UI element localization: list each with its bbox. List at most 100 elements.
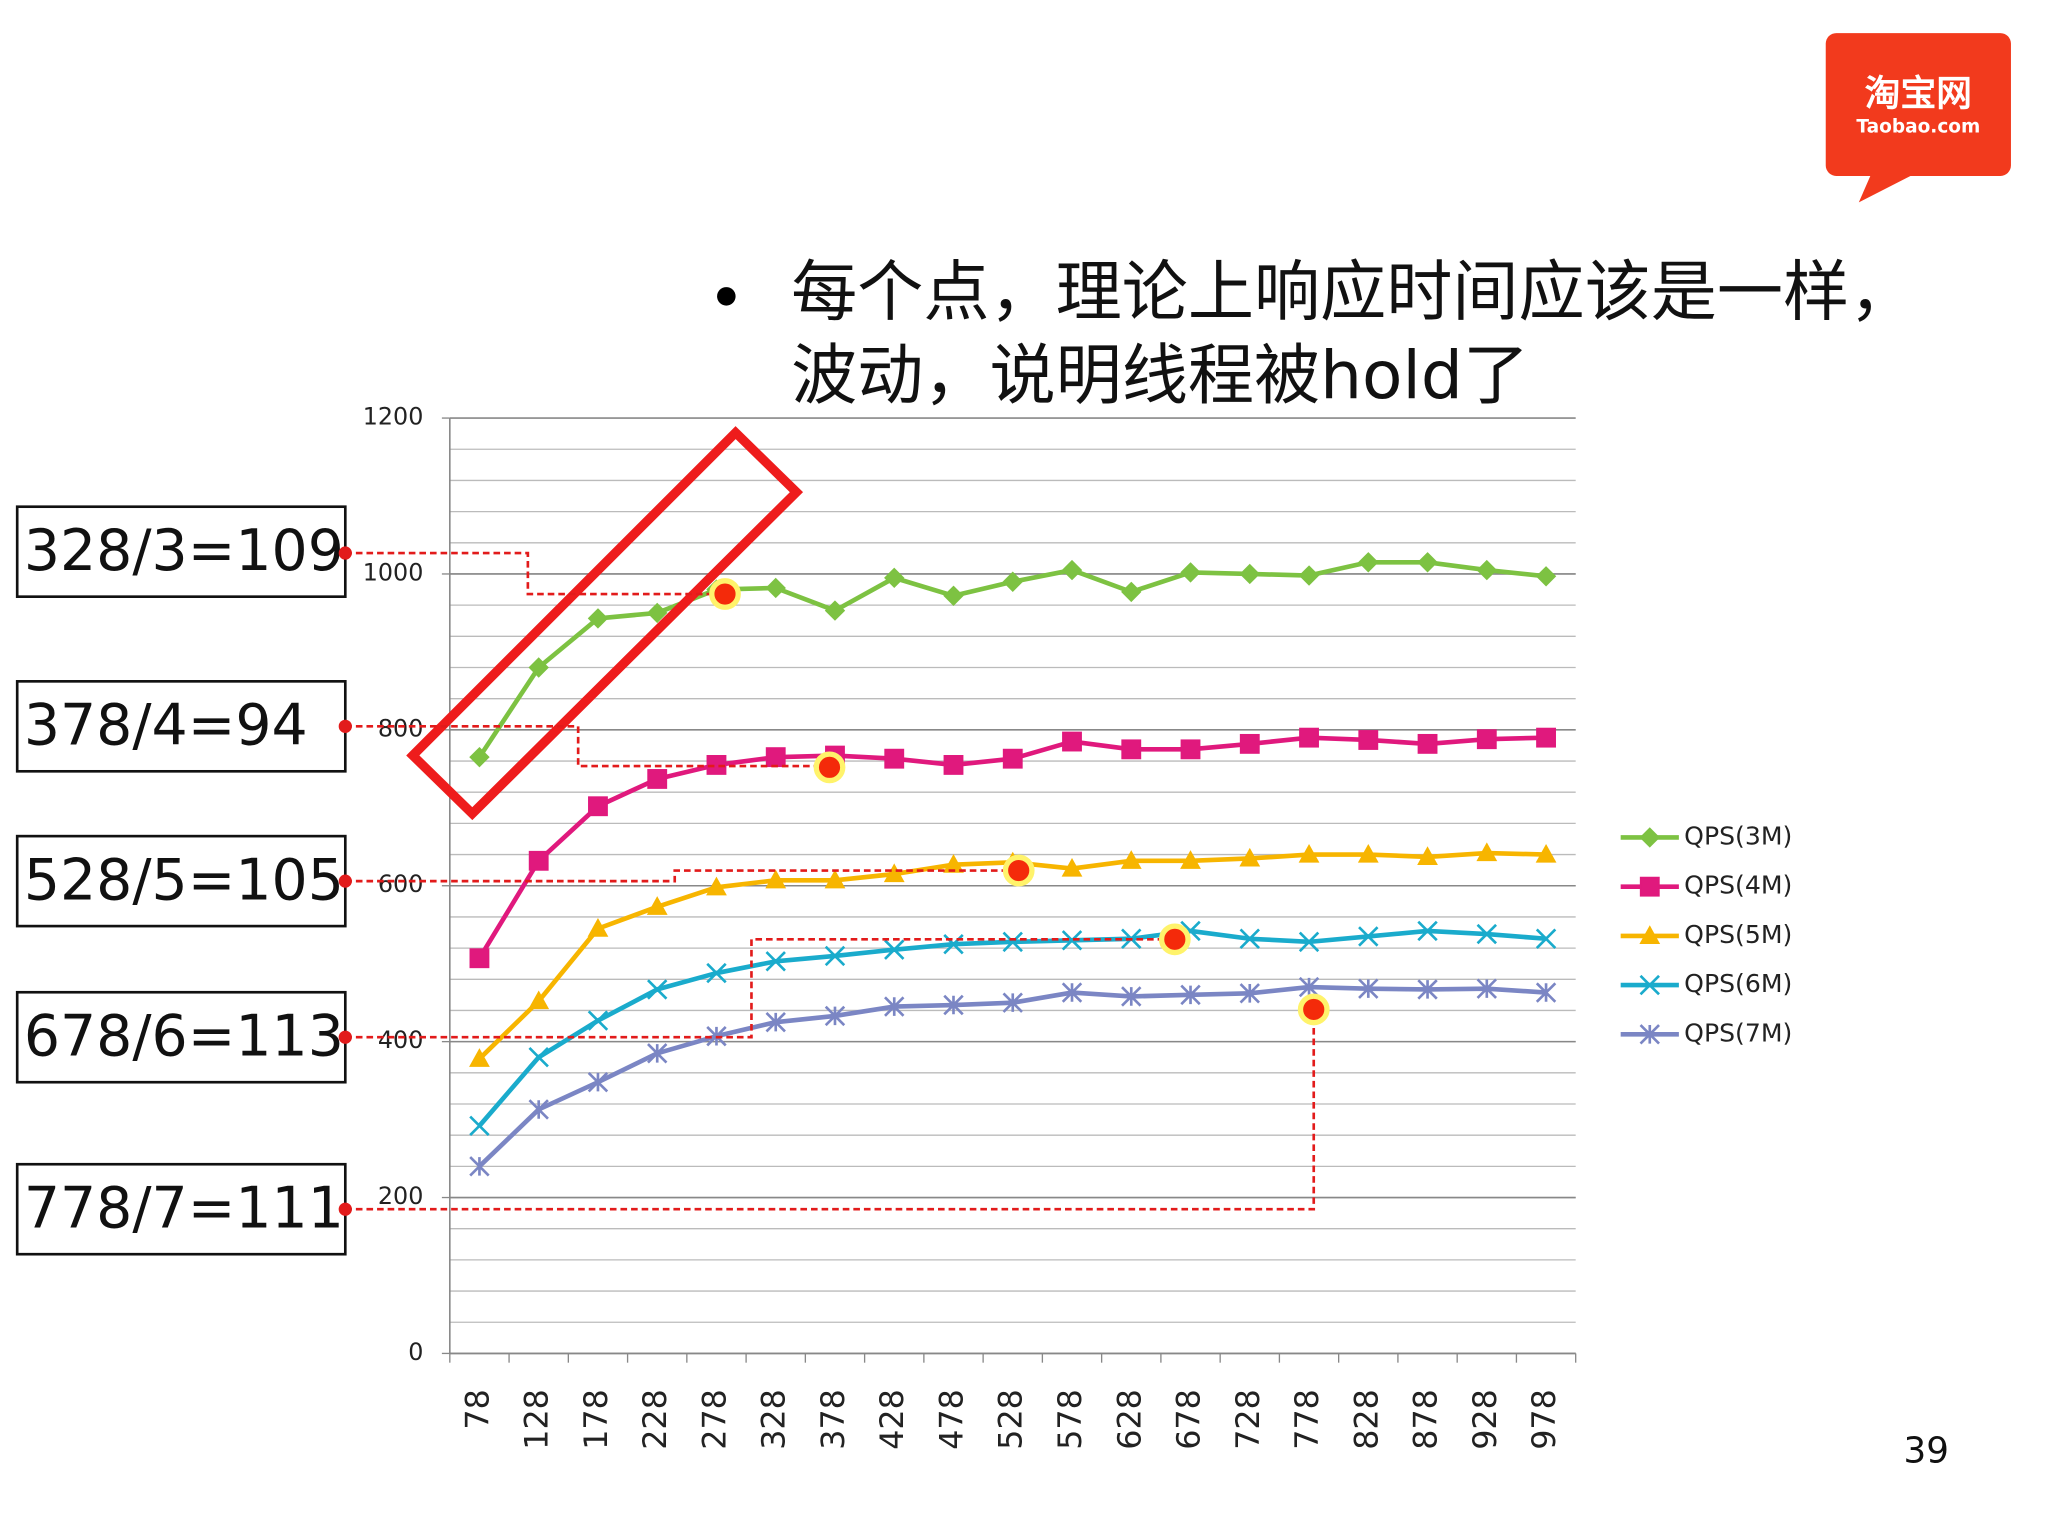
marker <box>1298 565 1320 586</box>
bullet-line: 波动，说明线程被hold了 <box>791 337 1529 414</box>
logo-subtitle: Taobao.com <box>1856 117 1980 138</box>
guide-line <box>345 938 1175 1039</box>
marker <box>1298 976 1320 998</box>
marker <box>647 979 668 1000</box>
marker <box>1358 552 1379 573</box>
y-tick-label: 1000 <box>363 558 424 586</box>
guide-line <box>345 869 1019 883</box>
marker <box>1639 974 1660 996</box>
marker <box>528 990 550 1010</box>
y-tick-label: 800 <box>378 714 423 742</box>
marker <box>1239 563 1260 585</box>
marker <box>1535 982 1557 1003</box>
bullet-dot <box>717 287 736 306</box>
marker <box>647 602 668 624</box>
x-tick-label: 128 <box>520 1389 556 1450</box>
marker <box>1476 559 1498 581</box>
marker <box>1476 842 1498 862</box>
x-tick-label: 678 <box>1172 1389 1208 1450</box>
legend-label: QPS(3M) <box>1684 821 1792 850</box>
guide-line <box>345 551 726 596</box>
marker <box>1417 733 1438 754</box>
marker <box>469 948 490 969</box>
x-tick-label: 928 <box>1468 1389 1504 1450</box>
hot-point <box>1158 923 1191 956</box>
marker <box>646 896 668 915</box>
hot-points <box>709 578 1330 1026</box>
marker <box>1121 986 1142 1007</box>
legend-label: QPS(7M) <box>1684 1018 1792 1047</box>
logo-badge <box>1825 33 2011 176</box>
x-tick-label: 778 <box>1290 1389 1326 1450</box>
marker <box>1358 978 1379 999</box>
x-tick-label: 478 <box>934 1389 970 1450</box>
marker <box>469 746 490 768</box>
marker <box>528 657 549 678</box>
guide-dot <box>338 1030 352 1044</box>
x-tick-label: 628 <box>1112 1389 1148 1450</box>
annotation-box <box>15 680 347 773</box>
guide-lines <box>345 551 1316 1211</box>
marker <box>1417 979 1438 1000</box>
x-tick-label: 278 <box>697 1389 733 1450</box>
marker <box>706 755 727 775</box>
marker <box>1239 733 1260 754</box>
annotation-box <box>15 834 347 928</box>
marker <box>1062 731 1082 752</box>
marker <box>469 1156 490 1177</box>
x-tick-label: 328 <box>757 1389 793 1450</box>
marker <box>1298 931 1320 953</box>
marker <box>884 567 905 589</box>
marker <box>1180 850 1201 869</box>
marker <box>883 863 905 883</box>
marker <box>706 962 727 984</box>
annotation-label: 678/6=113 <box>24 1003 344 1069</box>
marker <box>1476 729 1497 750</box>
marker <box>469 1115 490 1137</box>
marker <box>1417 846 1438 865</box>
marker <box>1002 748 1023 769</box>
marker <box>1536 727 1556 748</box>
marker <box>1121 581 1142 603</box>
marker <box>1120 850 1142 869</box>
marker <box>943 585 964 606</box>
highlight-frame <box>406 426 804 821</box>
bullet-line: 每个点，理论上响应时间应该是一样， <box>791 253 1915 330</box>
marker <box>824 869 846 889</box>
y-tick-label: 400 <box>378 1026 423 1054</box>
legend-label: QPS(5M) <box>1684 920 1792 949</box>
marker <box>588 796 608 817</box>
marker <box>884 996 905 1017</box>
guide-dot <box>338 719 352 733</box>
marker <box>1061 930 1083 951</box>
y-tick-label: 1200 <box>363 403 424 431</box>
y-tick-label: 600 <box>378 870 423 898</box>
marker <box>1535 843 1557 863</box>
marker <box>1002 571 1023 592</box>
legend-label: QPS(4M) <box>1684 871 1792 900</box>
guide-line <box>345 1009 1316 1211</box>
marker <box>1639 827 1660 848</box>
marker <box>587 1010 609 1031</box>
x-tick-label: 228 <box>638 1389 674 1450</box>
marker <box>528 850 549 871</box>
marker <box>1639 1024 1660 1045</box>
marker <box>765 951 786 972</box>
logo-tail <box>1858 171 1919 203</box>
marker <box>1358 926 1379 947</box>
x-tick-label: 178 <box>579 1389 615 1450</box>
plot: 0 200 400 600 800 1000 1200 78 128 178 228 278 328 37… <box>15 403 1792 1450</box>
marker <box>1535 566 1557 587</box>
marker <box>824 945 846 967</box>
marker <box>1239 983 1260 1004</box>
logo: 淘宝网 Taobao.com <box>1825 33 2011 203</box>
marker <box>1639 925 1661 944</box>
marker <box>1239 847 1261 867</box>
annotation-label: 528/5=105 <box>24 847 344 913</box>
marker <box>1298 843 1320 863</box>
guide-line <box>345 725 830 768</box>
x-tick-label: 428 <box>875 1389 911 1450</box>
overlay <box>338 426 1330 1216</box>
marker <box>1417 920 1438 942</box>
